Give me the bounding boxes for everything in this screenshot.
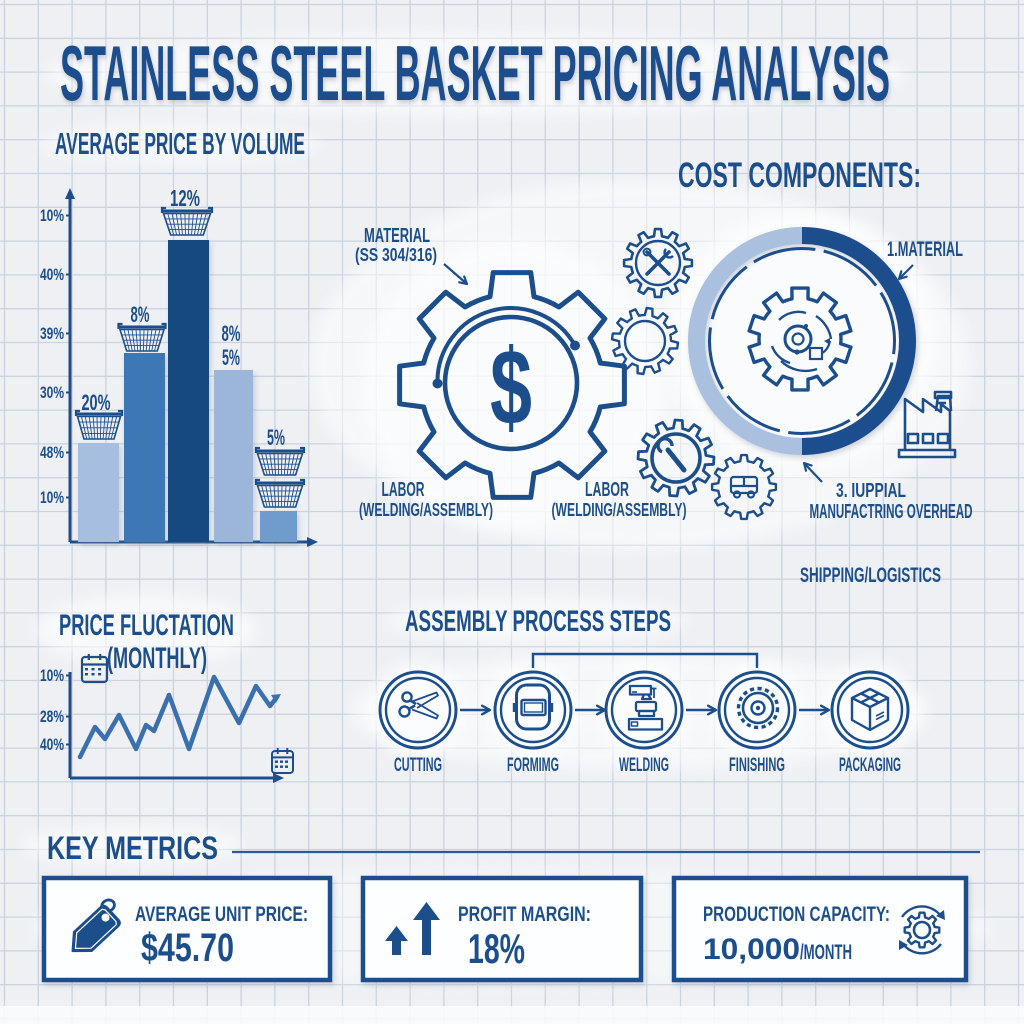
svg-text:10%: 10%	[40, 489, 64, 507]
svg-text:FINISHING: FINISHING	[729, 754, 785, 776]
svg-text:SHIPPING/LOGISTICS: SHIPPING/LOGISTICS	[800, 564, 941, 587]
svg-text:20%: 20%	[82, 390, 111, 415]
svg-text:18%: 18%	[468, 925, 525, 972]
svg-text:10%: 10%	[40, 207, 64, 225]
svg-text:39%: 39%	[40, 325, 64, 343]
svg-text:8%: 8%	[222, 321, 241, 346]
svg-text:FORMIMG: FORMIMG	[507, 754, 559, 776]
svg-text:40%: 40%	[40, 736, 64, 754]
svg-text:(WELDING/ASSEMBLY): (WELDING/ASSEMBLY)	[552, 500, 687, 520]
svg-text:$45.70: $45.70	[141, 926, 234, 970]
svg-text:PRODUCTION CAPACITY:: PRODUCTION CAPACITY:	[703, 903, 890, 926]
svg-text:LABOR: LABOR	[382, 479, 425, 501]
svg-text:30%: 30%	[40, 384, 64, 402]
svg-text:48%: 48%	[40, 444, 64, 462]
svg-text:MATERIAL: MATERIAL	[364, 225, 430, 247]
svg-text:WELDING: WELDING	[619, 754, 669, 776]
svg-text:5%: 5%	[222, 345, 240, 370]
svg-text:KEY METRICS: KEY METRICS	[47, 830, 218, 866]
svg-text:8%: 8%	[131, 302, 150, 327]
svg-text:$: $	[490, 326, 532, 447]
svg-text:(SS 304/316): (SS 304/316)	[355, 245, 437, 265]
svg-text:3. IUPPIAL: 3. IUPPIAL	[836, 480, 906, 502]
svg-text:10,000/MONTH: 10,000/MONTH	[703, 933, 852, 966]
svg-text:1.MATERIAL: 1.MATERIAL	[887, 238, 963, 261]
svg-text:LABOR: LABOR	[585, 479, 629, 501]
svg-text:CUTTING: CUTTING	[394, 754, 442, 776]
svg-text:(MONTHLY): (MONTHLY)	[107, 642, 207, 675]
svg-text:10%: 10%	[40, 667, 64, 685]
svg-text:AVERAGE PRICE BY VOLUME: AVERAGE PRICE BY VOLUME	[55, 126, 305, 161]
svg-text:PROFIT MARGIN:: PROFIT MARGIN:	[458, 903, 591, 926]
svg-text:5%: 5%	[267, 425, 285, 450]
svg-text:12%: 12%	[170, 185, 200, 211]
svg-text:STAINLESS STEEL BASKET PRICING: STAINLESS STEEL BASKET PRICING ANALYSIS	[60, 29, 890, 117]
svg-text:PRICE FLUCTATION: PRICE FLUCTATION	[59, 609, 234, 642]
svg-text:COST COMPONENTS:: COST COMPONENTS:	[678, 156, 921, 195]
svg-text:40%: 40%	[40, 266, 64, 284]
svg-text:MANUFACTRING OVERHEAD: MANUFACTRING OVERHEAD	[810, 501, 973, 523]
svg-text:28%: 28%	[40, 708, 64, 726]
svg-text:(WELDING/ASSEMBLY): (WELDING/ASSEMBLY)	[359, 500, 493, 520]
svg-text:AVERAGE UNIT PRICE:: AVERAGE UNIT PRICE:	[135, 903, 308, 926]
svg-text:ASSEMBLY PROCESS STEPS: ASSEMBLY PROCESS STEPS	[405, 605, 671, 638]
svg-text:PACKAGING: PACKAGING	[839, 754, 901, 776]
